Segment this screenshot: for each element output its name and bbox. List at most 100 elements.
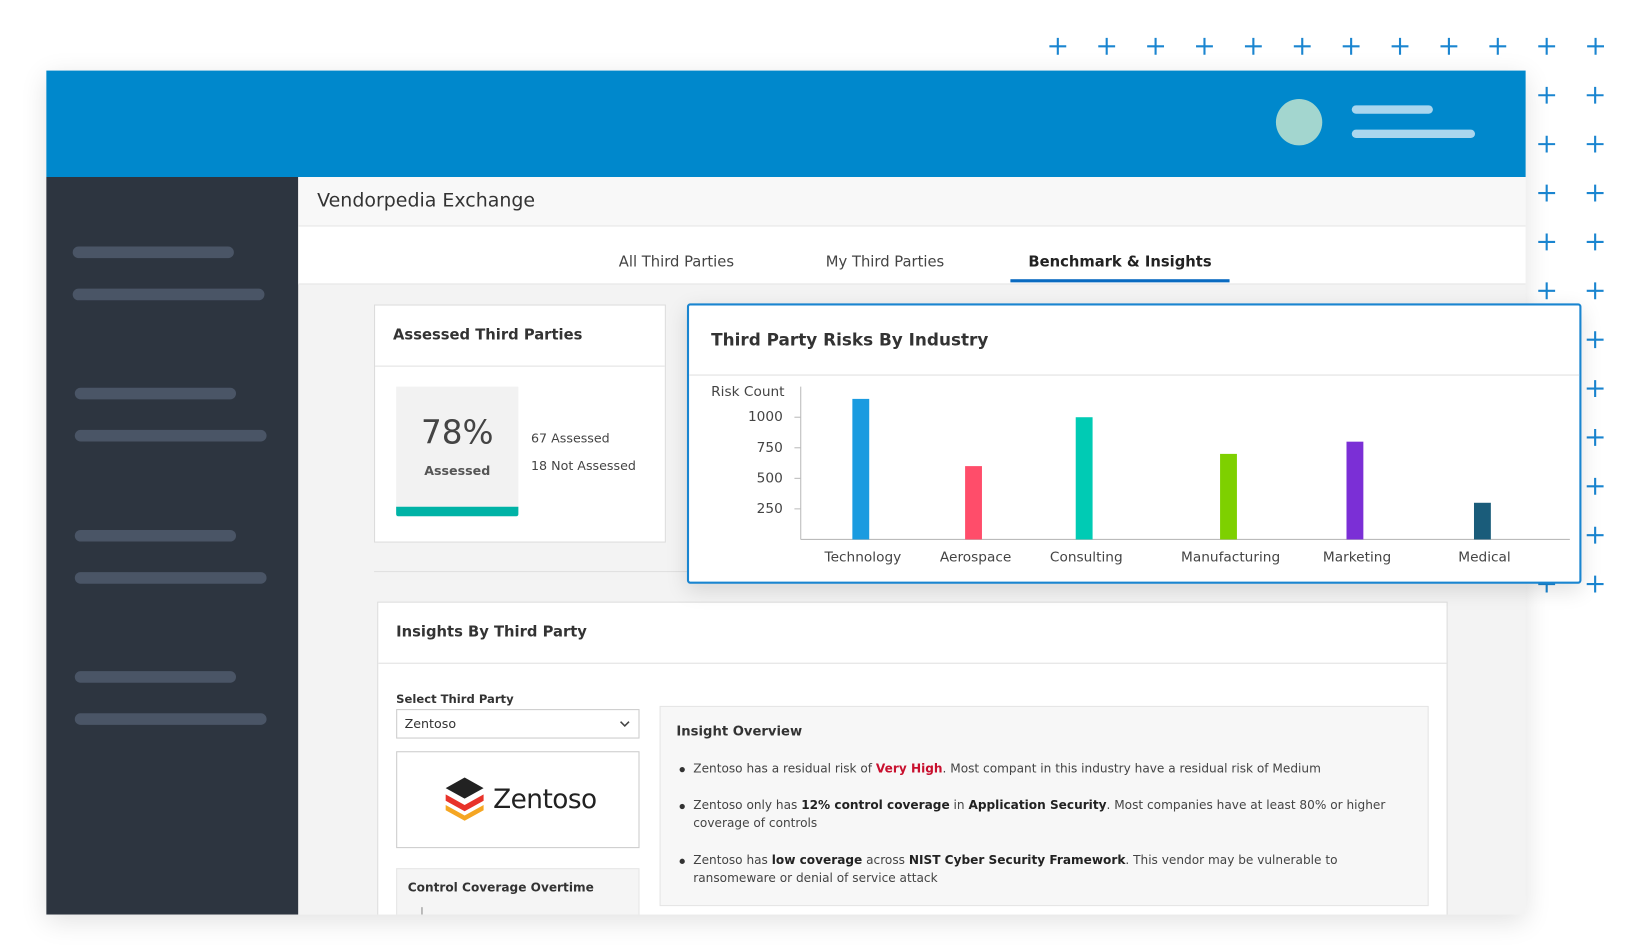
nav-item[interactable] bbox=[72, 288, 265, 301]
logo-mark bbox=[445, 777, 484, 821]
nav-item[interactable] bbox=[74, 572, 267, 584]
plus-mark bbox=[1586, 233, 1604, 251]
tab-underline bbox=[1010, 279, 1230, 283]
bar bbox=[965, 466, 982, 540]
plus-mark bbox=[1586, 429, 1604, 446]
divider bbox=[375, 365, 665, 367]
plus-mark bbox=[1586, 477, 1604, 495]
field-label: Select Third Party bbox=[396, 692, 514, 706]
text-run: Zentoso has bbox=[693, 852, 772, 868]
user-line bbox=[1351, 129, 1476, 139]
plus-mark bbox=[1586, 575, 1604, 593]
plus-mark bbox=[1440, 37, 1458, 55]
user-line bbox=[1351, 105, 1433, 114]
stat-value: 78% bbox=[420, 414, 494, 452]
nav-item[interactable] bbox=[74, 713, 267, 725]
coverage-title: Control Coverage Overtime bbox=[407, 879, 594, 895]
y-tick-label: 750 bbox=[757, 440, 783, 456]
assessed-card: Assessed Third Parties 78% Assessed 67 A… bbox=[374, 304, 666, 543]
tab-active[interactable]: Benchmark & Insights bbox=[1028, 253, 1212, 271]
nav-item[interactable] bbox=[74, 671, 237, 683]
title-bar: Vendorpedia Exchange bbox=[298, 177, 1526, 227]
nav-item[interactable] bbox=[72, 246, 234, 259]
tab-bar: All Third Parties My Third Parties Bench… bbox=[298, 226, 1526, 285]
bar bbox=[1473, 502, 1491, 540]
plus-mark bbox=[1538, 282, 1556, 300]
stat-detail: 18 Not Assessed bbox=[531, 458, 636, 474]
logo-text: Zentoso bbox=[493, 783, 597, 815]
coverage-box: Control Coverage Overtime bbox=[396, 868, 640, 915]
text-run: low coverage bbox=[771, 852, 863, 868]
tab[interactable]: My Third Parties bbox=[825, 253, 945, 271]
insights-card: Insights By Third Party Select Third Par… bbox=[377, 601, 1448, 915]
text-run: Zentoso only has bbox=[693, 797, 802, 813]
plus-mark bbox=[1586, 380, 1604, 397]
plus-mark bbox=[1391, 37, 1409, 55]
stat-label: Assessed bbox=[424, 463, 491, 479]
text-run: Zentoso has a residual risk of bbox=[693, 760, 876, 776]
sidebar bbox=[46, 177, 299, 915]
plus-mark bbox=[1196, 37, 1213, 55]
card-title: Assessed Third Parties bbox=[392, 326, 583, 344]
plus-mark bbox=[1587, 37, 1605, 55]
x-tick-label: Manufacturing bbox=[1181, 549, 1280, 565]
nav-item[interactable] bbox=[74, 429, 267, 442]
bar bbox=[1346, 441, 1364, 540]
x-tick-label: Consulting bbox=[1050, 549, 1123, 565]
plus-mark bbox=[1293, 37, 1311, 55]
nav-item[interactable] bbox=[74, 387, 237, 400]
text-run: in bbox=[949, 797, 969, 813]
tab[interactable]: All Third Parties bbox=[618, 253, 735, 271]
plus-mark bbox=[1244, 37, 1262, 55]
text-run: NIST Cyber Security Framework bbox=[908, 852, 1126, 868]
bullet-text: Zentoso has a residual risk of Very High… bbox=[693, 760, 1409, 778]
plus-mark bbox=[1098, 37, 1116, 55]
text-run: Very High bbox=[875, 760, 943, 776]
x-tick-label: Technology bbox=[824, 549, 902, 565]
x-tick-label: Medical bbox=[1458, 549, 1510, 565]
text-run: . This vendor may be vulnerable to ranso… bbox=[693, 852, 1338, 886]
text-run: . Most compant in this industry have a r… bbox=[942, 760, 1321, 776]
plus-mark bbox=[1538, 233, 1556, 251]
overview-panel: Insight Overview Zentoso has a residual … bbox=[659, 705, 1429, 907]
bullet-text: Zentoso only has 12% control coverage in… bbox=[693, 797, 1409, 833]
logo-box: Zentoso bbox=[396, 751, 640, 849]
plus-mark bbox=[1489, 37, 1507, 55]
text-run: . Most companies have at least 80% or hi… bbox=[693, 797, 1386, 831]
stat-box: 78% Assessed bbox=[396, 386, 519, 517]
bullet-dot bbox=[679, 767, 685, 773]
nav-item[interactable] bbox=[74, 529, 237, 542]
bar bbox=[1220, 453, 1237, 540]
plus-mark bbox=[1049, 37, 1067, 55]
page-title: Vendorpedia Exchange bbox=[317, 189, 536, 212]
top-bar bbox=[46, 70, 1526, 178]
plus-mark bbox=[1147, 37, 1165, 55]
y-axis-label: Risk Count bbox=[711, 384, 785, 400]
plus-mark bbox=[1538, 184, 1556, 202]
plus-mark bbox=[1586, 86, 1604, 104]
plus-mark bbox=[1342, 37, 1360, 55]
select[interactable]: Zentoso bbox=[396, 709, 640, 739]
bullet-dot bbox=[679, 858, 685, 864]
avatar[interactable] bbox=[1275, 99, 1323, 146]
plus-mark bbox=[1586, 331, 1604, 349]
divider bbox=[378, 662, 1447, 664]
x-tick-label: Aerospace bbox=[940, 549, 1011, 565]
plus-mark bbox=[1538, 135, 1556, 153]
bullet-text: Zentoso has low coverage across NIST Cyb… bbox=[693, 851, 1409, 887]
axis bbox=[421, 907, 423, 915]
overview-title: Insight Overview bbox=[676, 722, 803, 739]
plus-mark bbox=[1586, 282, 1604, 300]
chart: Third Party Risks By Industry Risk Count… bbox=[689, 329, 1580, 565]
y-tick-label: 250 bbox=[757, 501, 783, 517]
plus-mark bbox=[1586, 135, 1604, 153]
y-tick-label: 500 bbox=[757, 470, 783, 486]
chart-card: Third Party Risks By Industry Risk Count… bbox=[686, 303, 1582, 584]
main: Vendorpedia Exchange All Third Parties M… bbox=[298, 177, 1526, 915]
card-title: Insights By Third Party bbox=[396, 623, 587, 641]
text-run: Application Security bbox=[968, 797, 1107, 813]
plus-mark bbox=[1586, 184, 1604, 202]
x-tick-label: Marketing bbox=[1323, 549, 1391, 565]
